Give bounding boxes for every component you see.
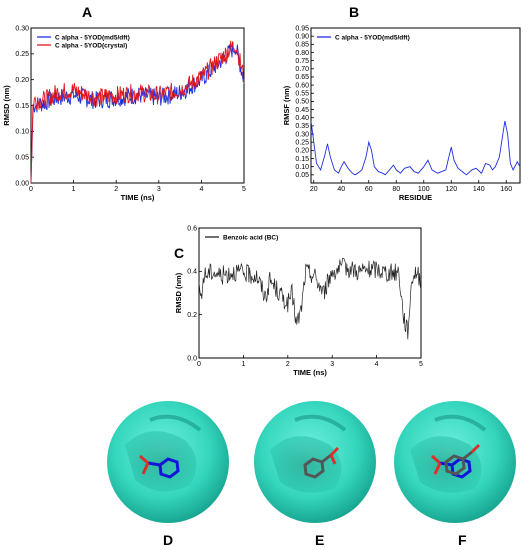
- x-tick-label: 3: [330, 361, 334, 368]
- y-tick-label: 0.95: [295, 25, 309, 32]
- ligand-structure-d: [139, 454, 180, 479]
- plot-frame: [310, 27, 521, 184]
- chart-b-rmsf: 20 40 60 80 100 120 140 160 0.050.100.150.200.25…: [282, 25, 521, 202]
- x-tick-label: 100: [418, 186, 430, 193]
- x-tick-label: 3: [157, 186, 161, 193]
- y-tick-label: 0.25: [15, 51, 29, 58]
- y-tick-label: 0.15: [295, 156, 309, 163]
- y-tick-label: 0.05: [295, 172, 309, 179]
- y-axis-label: RMSD (nm): [174, 272, 183, 313]
- panel-label-c: C: [174, 245, 184, 261]
- panel-label-f: F: [458, 532, 467, 548]
- y-tick-label: 0.05: [15, 154, 29, 161]
- molecule-panel-d: [107, 401, 229, 523]
- plot-frame: [198, 227, 422, 359]
- molecule-panel-f: [394, 401, 516, 523]
- series-line-1: [198, 257, 422, 340]
- panel-label-d: D: [163, 532, 173, 548]
- x-axis-label: RESIDUE: [399, 193, 432, 202]
- x-tick-label: 0: [29, 186, 33, 193]
- y-tick-label: 0.65: [295, 74, 309, 81]
- panel-label-b: B: [349, 4, 359, 20]
- legend-entry: C alpha - 5YOD(md5/dft): [55, 34, 130, 41]
- x-tick-label: 5: [419, 361, 423, 368]
- y-tick-label: 0.10: [295, 164, 309, 171]
- y-tick-label: 0.35: [295, 123, 309, 130]
- x-tick-label: 60: [365, 186, 373, 193]
- y-tick-label: 0.85: [295, 42, 309, 49]
- x-tick-label: 160: [500, 186, 512, 193]
- y-tick-label: 0.00: [15, 180, 29, 187]
- ligand-structure-e: [303, 446, 340, 479]
- y-tick-label: 0.80: [295, 50, 309, 57]
- x-tick-label: 140: [473, 186, 485, 193]
- y-tick-label: 0.60: [295, 82, 309, 89]
- y-tick-label: 0.6: [187, 225, 197, 232]
- y-tick-label: 0.15: [15, 103, 29, 110]
- x-tick-label: 4: [375, 361, 379, 368]
- x-axis-label: TIME (ns): [293, 368, 327, 377]
- series-line-1: [30, 41, 245, 184]
- chart-c-rmsd-ligand: 0 1 2 3 4 5 0.0 0.2 0.4 0.6 TIME (ns) RMSD (nm) Benz…: [174, 225, 423, 377]
- y-axis-label: RMSD (nm): [2, 85, 11, 126]
- y-tick-label: 0.30: [15, 25, 29, 32]
- y-tick-label: 0.50: [295, 99, 309, 106]
- x-tick-label: 5: [242, 186, 246, 193]
- legend-entry: C alpha - 5YOD(crystal): [55, 42, 127, 49]
- y-tick-label: 0.20: [15, 77, 29, 84]
- x-tick-label: 2: [286, 361, 290, 368]
- legend-entry: C alpha - 5YOD(md5/dft): [335, 34, 410, 41]
- x-axis-label: TIME (ns): [121, 193, 155, 202]
- panel-label-e: E: [315, 532, 324, 548]
- x-tick-label: 40: [337, 186, 345, 193]
- y-tick-label: 0.75: [295, 58, 309, 65]
- plot-frame: [30, 27, 245, 184]
- x-tick-label: 0: [197, 361, 201, 368]
- y-tick-label: 0.20: [295, 148, 309, 155]
- legend-entry: Benzoic acid (BC): [223, 234, 278, 241]
- y-tick-label: 0.2: [187, 312, 197, 319]
- y-tick-label: 0.25: [295, 140, 309, 147]
- y-tick-label: 0.4: [187, 269, 197, 276]
- x-tick-label: 120: [445, 186, 457, 193]
- x-tick-label: 80: [392, 186, 400, 193]
- y-axis-label: RMSF (nm): [282, 85, 291, 125]
- x-tick-label: 4: [199, 186, 203, 193]
- ligand-structure-f: [431, 443, 481, 479]
- y-tick-label: 0.30: [295, 131, 309, 138]
- y-tick-label: 0.70: [295, 66, 309, 73]
- y-tick-label: 0.0: [187, 355, 197, 362]
- y-tick-label: 0.10: [15, 129, 29, 136]
- molecule-panel-e: [254, 401, 376, 523]
- x-tick-label: 20: [310, 186, 318, 193]
- series-line-2: [30, 40, 245, 184]
- series-line-1: [310, 120, 521, 176]
- y-tick-label: 0.90: [295, 33, 309, 40]
- y-tick-label: 0.45: [295, 107, 309, 114]
- panel-label-a: A: [82, 4, 92, 20]
- x-tick-label: 1: [72, 186, 76, 193]
- y-tick-label: 0.55: [295, 91, 309, 98]
- y-tick-label: 0.40: [295, 115, 309, 122]
- x-tick-label: 1: [241, 361, 245, 368]
- x-tick-label: 2: [114, 186, 118, 193]
- chart-a-rmsd-protein: 0 1 2 3 4 5 0.00 0.05 0.10 0.15 0.20 0.25 0.30 TIME (…: [2, 25, 246, 202]
